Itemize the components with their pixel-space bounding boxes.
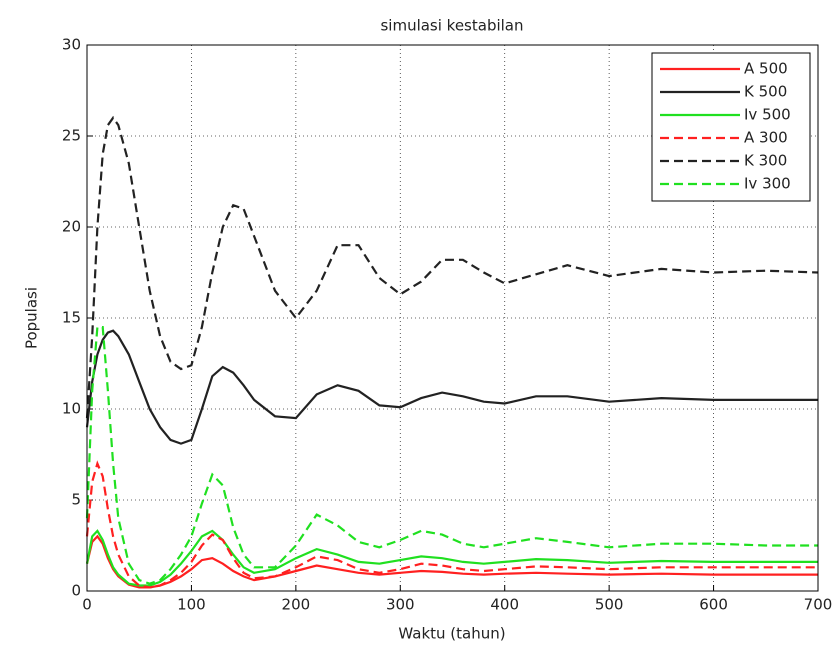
x-tick-label: 600 <box>699 596 728 614</box>
legend-label: K 500 <box>744 83 787 101</box>
x-tick-label: 100 <box>177 596 206 614</box>
x-tick-label: 300 <box>386 596 415 614</box>
series-line <box>85 529 818 587</box>
legend-label: K 300 <box>744 152 787 170</box>
x-tick-label: 700 <box>804 596 832 614</box>
y-axis-label: Populasi <box>23 287 41 349</box>
x-axis-label: Waktu (tahun) <box>398 625 505 643</box>
x-tick-label: 0 <box>82 596 92 614</box>
x-tick-label: 200 <box>282 596 311 614</box>
series-line <box>85 326 818 585</box>
x-tick-label: 500 <box>595 596 624 614</box>
series-line <box>85 534 818 589</box>
x-tick-label: 400 <box>490 596 519 614</box>
legend-box <box>651 52 811 202</box>
y-tick-label: 5 <box>71 491 81 509</box>
legend-label: Iv 500 <box>744 106 791 124</box>
y-tick-label: 30 <box>62 36 81 54</box>
legend-label: Iv 300 <box>744 175 791 193</box>
series-line <box>85 115 819 419</box>
y-tick-label: 10 <box>62 400 81 418</box>
y-tick-label: 25 <box>62 127 81 145</box>
series-line <box>85 460 818 589</box>
legend-label: A 300 <box>744 129 788 147</box>
series-line <box>85 329 818 445</box>
y-tick-label: 0 <box>71 582 81 600</box>
legend-label: A 500 <box>744 60 788 78</box>
y-tick-label: 20 <box>62 218 81 236</box>
y-tick-label: 15 <box>62 309 81 327</box>
plot-border <box>86 44 819 592</box>
chart-title: simulasi kestabilan <box>380 17 523 35</box>
